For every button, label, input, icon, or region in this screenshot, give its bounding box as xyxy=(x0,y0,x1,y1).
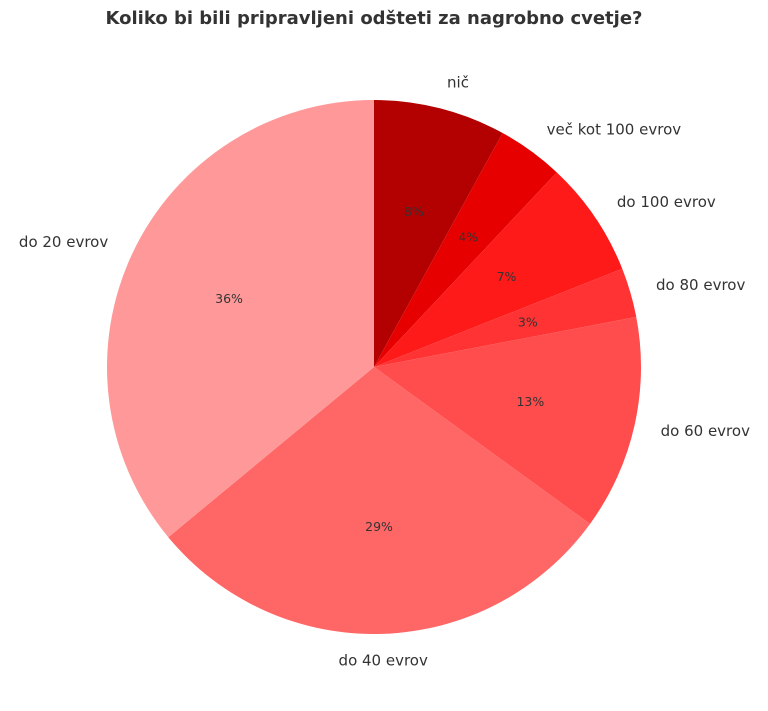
pie-slice xyxy=(374,316,641,524)
slice-percent-label: 29% xyxy=(365,519,393,534)
slice-label: do 40 evrov xyxy=(339,652,428,670)
pie-slice xyxy=(374,100,503,367)
slice-label: do 60 evrov xyxy=(661,422,750,440)
pie-slice xyxy=(107,99,374,538)
slice-label: več kot 100 evrov xyxy=(547,120,682,138)
slice-percent-label: 7% xyxy=(497,269,517,284)
pie-slice xyxy=(374,133,557,367)
slice-label: do 100 evrov xyxy=(617,193,716,211)
slice-label: do 20 evrov xyxy=(19,233,108,251)
slice-percent-label: 8% xyxy=(404,204,424,219)
slice-percent-label: 36% xyxy=(215,291,243,306)
slice-percent-label: 13% xyxy=(516,394,544,409)
pie-slice xyxy=(374,172,623,367)
pie-slice xyxy=(168,367,591,634)
pie-slice xyxy=(374,268,637,367)
slice-label: do 80 evrov xyxy=(656,276,745,294)
slice-label: nič xyxy=(447,74,469,92)
slice-percent-label: 3% xyxy=(518,314,538,329)
slice-percent-label: 4% xyxy=(458,229,478,244)
chart-title: Koliko bi bili pripravljeni odšteti za n… xyxy=(106,8,643,29)
